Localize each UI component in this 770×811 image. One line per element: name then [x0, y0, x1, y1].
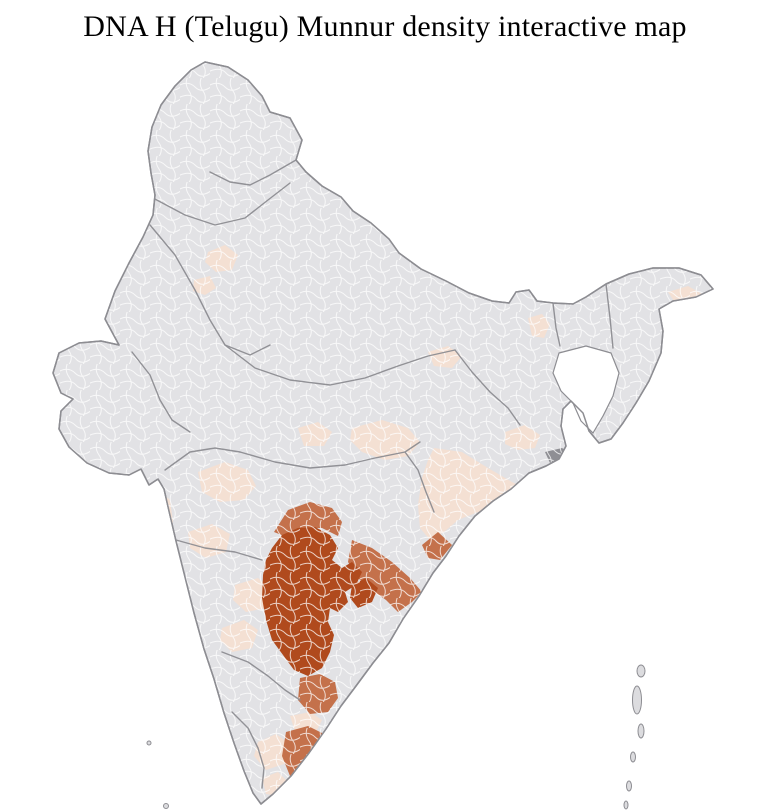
island[interactable] [163, 803, 169, 809]
island[interactable] [626, 780, 632, 792]
india-coastline [52, 61, 714, 805]
island[interactable] [630, 751, 636, 763]
state-border-line [149, 224, 271, 356]
state-border-line [164, 447, 241, 471]
island[interactable] [632, 685, 642, 715]
state-border-line [221, 651, 301, 701]
district-boundaries-overlay [53, 62, 713, 804]
lakshadweep-islands[interactable] [146, 740, 169, 809]
bangladesh-mask [552, 345, 620, 434]
island[interactable] [146, 740, 152, 746]
island[interactable] [637, 723, 645, 739]
island[interactable] [623, 800, 629, 810]
state-border-line [152, 182, 291, 226]
state-border-line [231, 711, 265, 789]
state-border-line [131, 351, 191, 433]
state-border-line [209, 159, 297, 186]
state-borders [131, 159, 614, 789]
state-border-line [224, 344, 456, 386]
state-border-line [552, 302, 561, 347]
andaman-nicobar-islands[interactable] [623, 664, 646, 810]
state-border-line [404, 451, 435, 513]
map-title: DNA H (Telugu) Munnur density interactiv… [83, 10, 687, 43]
state-border-line [175, 539, 263, 561]
state-border-line [454, 349, 521, 426]
island[interactable] [636, 664, 646, 678]
state-border-line [605, 283, 614, 349]
